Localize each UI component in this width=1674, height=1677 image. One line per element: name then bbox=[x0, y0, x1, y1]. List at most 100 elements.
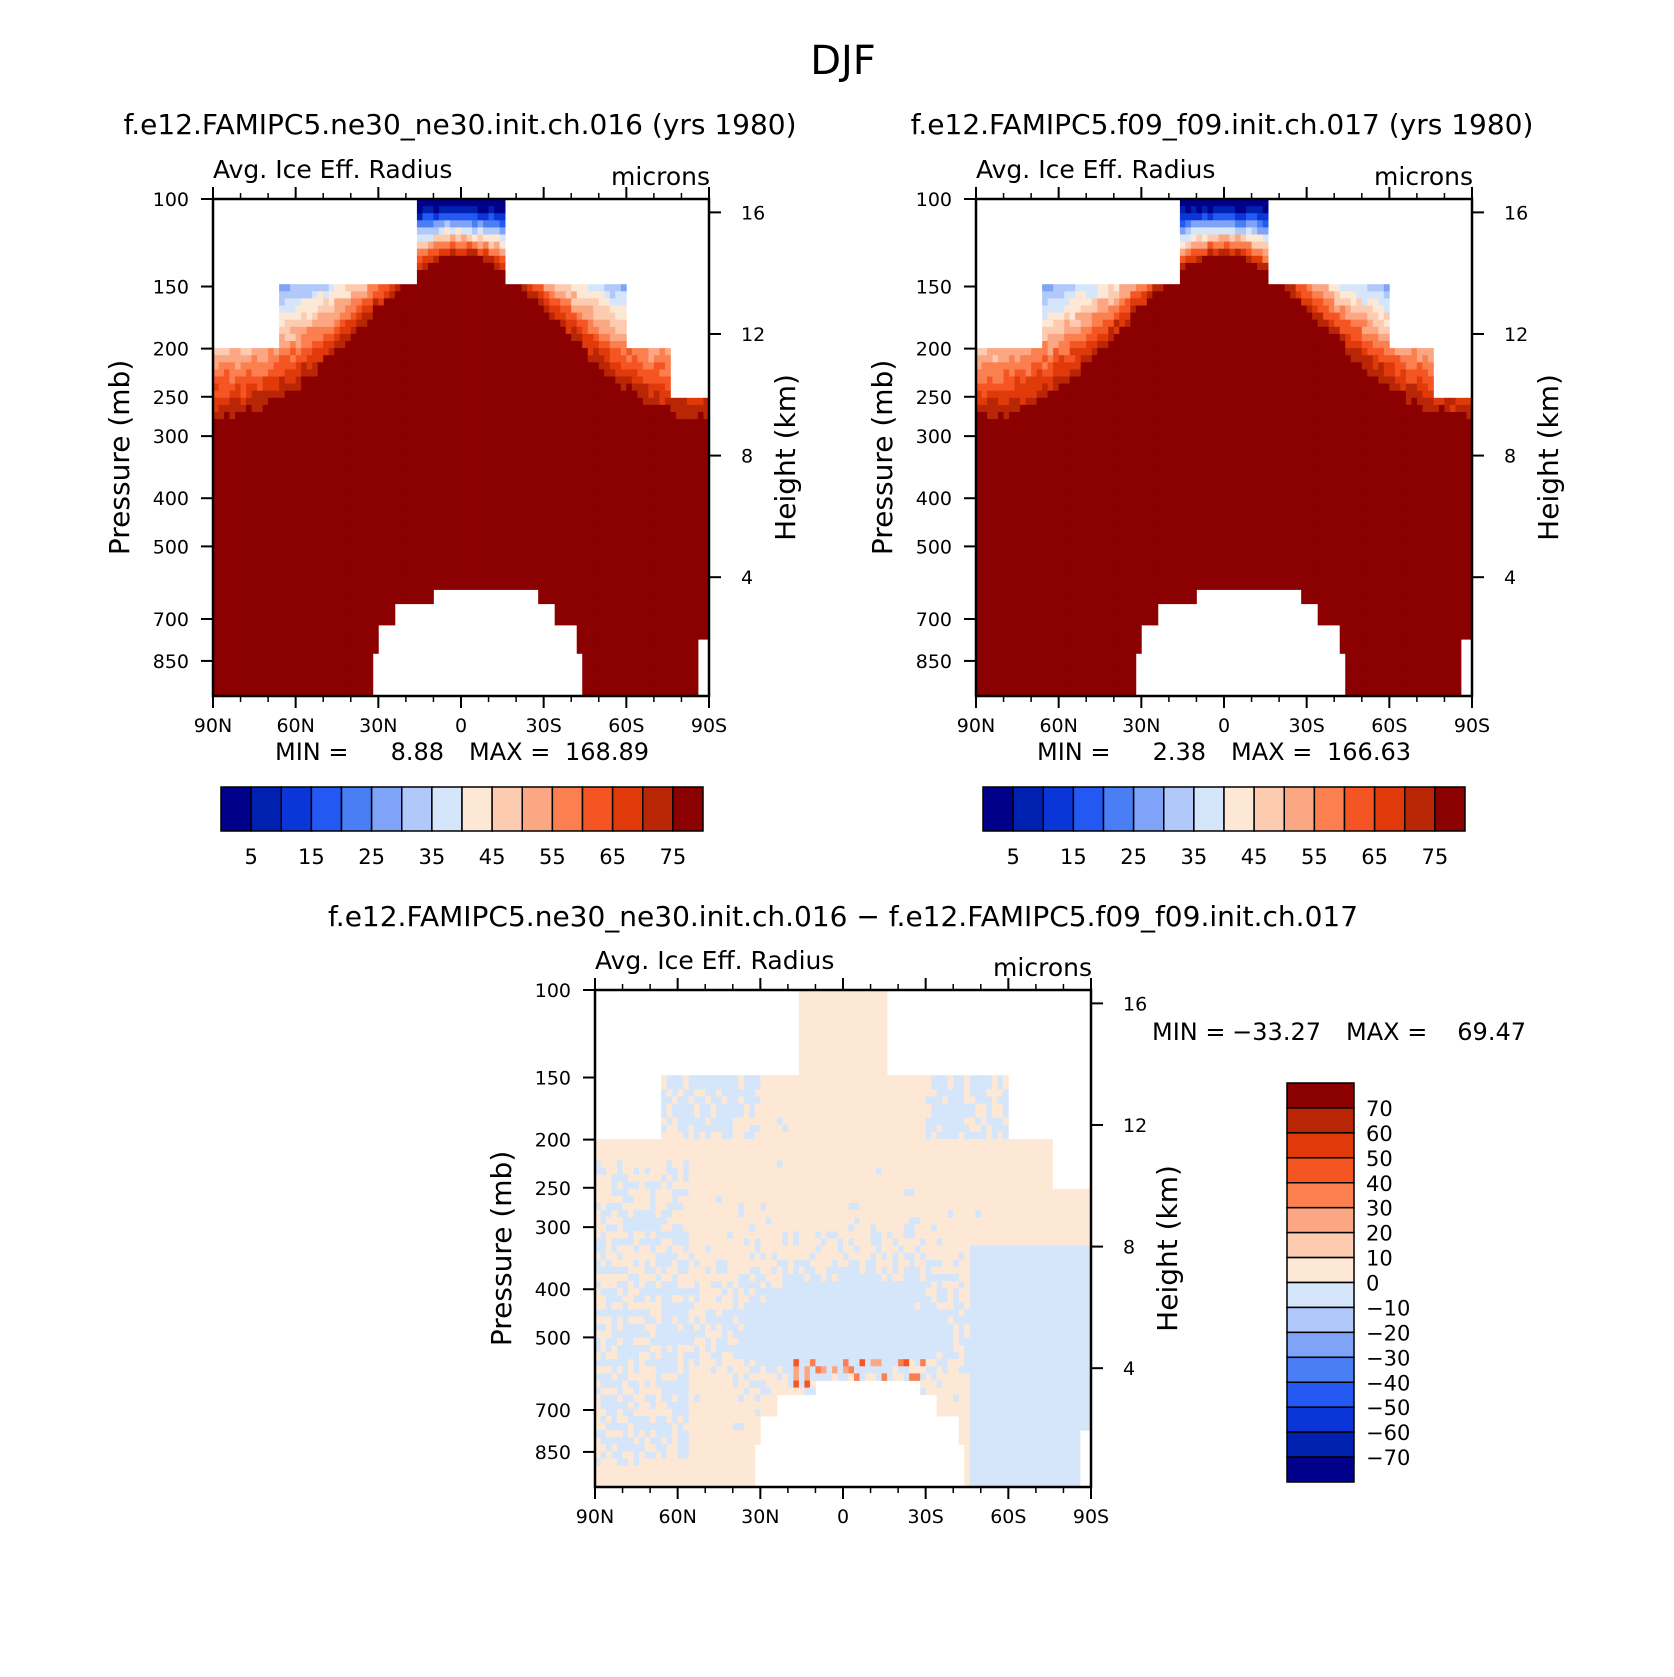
field-cell bbox=[686, 412, 693, 420]
field-cell bbox=[213, 426, 219, 434]
field-cell bbox=[659, 582, 666, 590]
field-cell bbox=[372, 468, 379, 477]
field-cell bbox=[433, 404, 440, 413]
field-cell bbox=[312, 362, 319, 370]
field-cell bbox=[449, 298, 456, 306]
field-cell bbox=[427, 291, 434, 299]
field-cell bbox=[527, 539, 534, 548]
field-cell bbox=[444, 305, 451, 313]
field-cell bbox=[477, 248, 484, 257]
field-cell bbox=[637, 412, 644, 420]
field-cell bbox=[1235, 248, 1241, 257]
field-cell bbox=[328, 355, 335, 363]
field-cell bbox=[598, 639, 605, 647]
field-cell bbox=[499, 369, 506, 377]
field-cell bbox=[620, 497, 627, 505]
field-cell bbox=[488, 433, 495, 441]
field-cell bbox=[339, 326, 346, 335]
field-cell bbox=[466, 199, 473, 207]
field-cell bbox=[444, 333, 451, 342]
field-cell bbox=[466, 568, 473, 576]
field-cell bbox=[549, 404, 556, 413]
field-cell bbox=[224, 475, 230, 484]
field-cell bbox=[301, 497, 308, 505]
field-cell bbox=[284, 298, 291, 306]
field-cell bbox=[670, 539, 677, 548]
field-cell bbox=[345, 412, 352, 420]
field-cell bbox=[444, 248, 451, 257]
field-cell bbox=[631, 376, 638, 384]
field-cell bbox=[290, 468, 297, 477]
field-cell bbox=[675, 596, 682, 605]
field-cell bbox=[213, 667, 219, 676]
field-cell bbox=[461, 483, 467, 491]
field-cell bbox=[615, 660, 622, 668]
field-cell bbox=[312, 582, 319, 590]
field-cell bbox=[521, 291, 528, 299]
field-cell bbox=[455, 561, 462, 569]
field-cell bbox=[306, 653, 313, 661]
field-cell bbox=[664, 561, 671, 569]
field-cell bbox=[692, 468, 699, 477]
field-cell bbox=[422, 404, 429, 413]
field-cell bbox=[527, 468, 534, 477]
field-cell bbox=[505, 511, 511, 519]
field-cell bbox=[538, 298, 545, 306]
field-cell bbox=[626, 582, 633, 590]
field-cell bbox=[378, 561, 385, 569]
field-cell bbox=[323, 440, 330, 448]
field-cell bbox=[675, 468, 682, 477]
field-cell bbox=[301, 483, 308, 491]
field-cell bbox=[367, 312, 374, 321]
field-cell bbox=[290, 646, 297, 654]
field-cell bbox=[427, 575, 434, 583]
field-cell bbox=[648, 518, 655, 526]
field-cell bbox=[334, 475, 341, 484]
field-cell bbox=[593, 639, 600, 647]
field-cell bbox=[224, 639, 230, 647]
field-cell bbox=[582, 603, 589, 612]
field-cell bbox=[615, 355, 622, 363]
field-cell bbox=[361, 341, 368, 349]
field-cell bbox=[494, 241, 500, 250]
field-cell bbox=[653, 454, 660, 463]
field-cell bbox=[483, 369, 489, 377]
field-cell bbox=[637, 355, 644, 363]
field-cell bbox=[394, 369, 401, 377]
field-cell bbox=[477, 227, 484, 235]
field-cell bbox=[598, 546, 605, 555]
field-cell bbox=[483, 447, 489, 455]
panel-title: f.e12.FAMIPC5.f09_f09.init.ch.017 (yrs 1… bbox=[911, 108, 1534, 141]
field-cell bbox=[279, 582, 286, 590]
field-cell bbox=[356, 610, 363, 619]
field-cell bbox=[323, 355, 330, 363]
field-cell bbox=[477, 326, 484, 335]
field-cell bbox=[213, 582, 219, 590]
field-cell bbox=[1190, 255, 1197, 264]
field-cell bbox=[615, 326, 622, 335]
field-cell bbox=[422, 582, 429, 590]
field-cell bbox=[653, 504, 660, 512]
field-cell bbox=[240, 518, 247, 526]
field-cell bbox=[582, 539, 589, 548]
field-cell bbox=[361, 426, 368, 434]
field-cell bbox=[488, 376, 495, 384]
field-cell bbox=[488, 461, 495, 470]
field-cell bbox=[301, 447, 308, 455]
field-cell bbox=[510, 582, 517, 590]
field-cell bbox=[538, 326, 545, 335]
field-cell bbox=[290, 355, 297, 363]
field-cell bbox=[565, 454, 572, 463]
field-cell bbox=[444, 546, 451, 555]
field-cell bbox=[1207, 248, 1214, 257]
field-cell bbox=[433, 568, 440, 576]
field-cell bbox=[416, 412, 423, 420]
field-cell bbox=[576, 525, 583, 534]
field-cell bbox=[620, 440, 627, 448]
field-cell bbox=[213, 568, 219, 576]
field-cell bbox=[598, 412, 605, 420]
field-cell bbox=[604, 532, 611, 541]
field-cell bbox=[312, 412, 319, 420]
field-cell bbox=[659, 575, 666, 583]
field-cell bbox=[543, 383, 550, 392]
